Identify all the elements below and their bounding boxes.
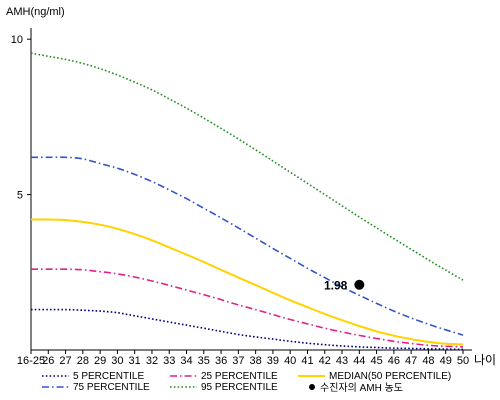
series-line-0 xyxy=(30,308,464,351)
x-tick-label: 39 xyxy=(267,355,279,367)
y-axis: AMH(ng/ml) xyxy=(6,6,65,350)
x-tick-label: 31 xyxy=(129,355,141,367)
x-tick-label: 43 xyxy=(336,355,348,367)
patient-amh-point xyxy=(354,279,365,290)
x-tick-label: 40 xyxy=(284,355,296,367)
x-tick-label: 16-25 xyxy=(17,355,45,367)
legend-label-3: 75 PERCENTILE xyxy=(73,382,150,393)
x-tick-label: 34 xyxy=(180,355,192,367)
x-tick-label: 29 xyxy=(94,355,106,367)
x-tick-label: 33 xyxy=(163,355,175,367)
legend-label-4: 95 PERCENTILE xyxy=(201,382,278,393)
x-tick-label: 50 xyxy=(457,355,469,367)
x-tick-label: 45 xyxy=(370,355,382,367)
series-line-4 xyxy=(30,52,464,281)
patient-annotation: 1.98 xyxy=(324,279,365,293)
legend-label-2: MEDIAN(50 PERCENTILE) xyxy=(329,371,451,382)
legend-patient-marker xyxy=(309,384,315,390)
x-tick-label: 49 xyxy=(440,355,452,367)
x-tick-label: 36 xyxy=(215,355,227,367)
x-tick-label: 48 xyxy=(422,355,434,367)
series-lines xyxy=(30,52,464,351)
x-tick-label: 26 xyxy=(42,355,54,367)
x-tick-label: 38 xyxy=(250,355,262,367)
x-tick-label: 27 xyxy=(59,355,71,367)
x-tick-label: 41 xyxy=(301,355,313,367)
x-tick-label: 30 xyxy=(111,355,123,367)
legend: 5 PERCENTILE 25 PERCENTILE MEDIAN(50 PERCE… xyxy=(42,371,451,394)
x-tick-label: 47 xyxy=(405,355,417,367)
x-axis: 나이 xyxy=(31,349,496,367)
x-tick-label: 35 xyxy=(198,355,210,367)
series-line-2 xyxy=(30,218,464,346)
x-tick-label: 37 xyxy=(232,355,244,367)
legend-label-patient: 수진자의 AMH 농도 xyxy=(320,382,403,394)
x-tick-label: 46 xyxy=(388,355,400,367)
y-ticks: 5 10 xyxy=(11,34,31,202)
y-axis-label: AMH(ng/ml) xyxy=(6,6,65,18)
patient-amh-value: 1.98 xyxy=(324,279,348,293)
series-line-1 xyxy=(31,268,464,348)
x-tick-label: 44 xyxy=(353,355,365,367)
x-tick-label: 42 xyxy=(319,355,331,367)
x-axis-label: 나이 xyxy=(474,353,496,367)
y-tick-label: 10 xyxy=(11,34,23,46)
legend-label-1: 25 PERCENTILE xyxy=(201,371,278,382)
legend-label-0: 5 PERCENTILE xyxy=(73,371,144,382)
y-tick-label: 5 xyxy=(17,190,23,202)
x-tick-label: 32 xyxy=(146,355,158,367)
x-tick-label: 28 xyxy=(77,355,89,367)
series-line-3 xyxy=(30,156,464,336)
